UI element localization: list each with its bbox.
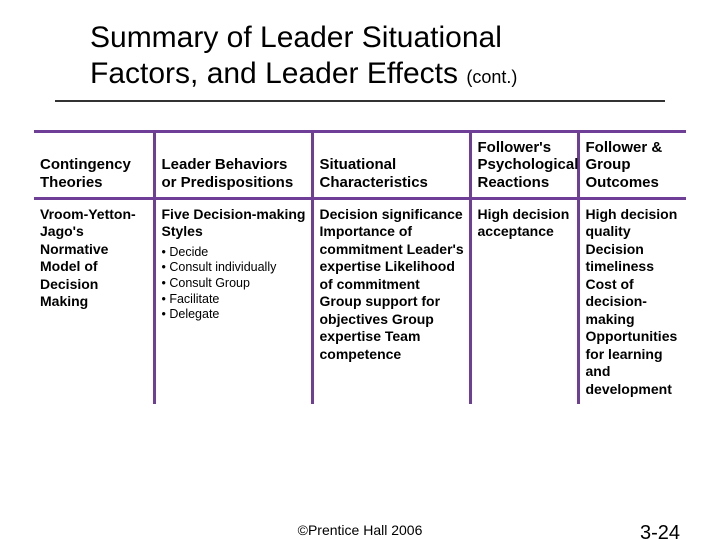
title-area: Summary of Leader Situational Factors, a… xyxy=(0,0,720,98)
title-cont: (cont.) xyxy=(466,67,517,87)
header-leader-behaviors: Leader Behaviors or Predispositions xyxy=(154,132,312,199)
cell-outcomes: High decision quality Decision timelines… xyxy=(578,198,686,404)
page-number: 3-24 xyxy=(640,522,680,540)
cell-situational-text: Decision significance Importance of comm… xyxy=(320,206,464,362)
title-underline xyxy=(55,100,665,102)
table-row: Vroom-Yetton-Jago's Normative Model of D… xyxy=(34,198,686,404)
table: Contingency Theories Leader Behaviors or… xyxy=(34,130,686,404)
header-follower-group-outcomes: Follower & Group Outcomes xyxy=(578,132,686,199)
list-item: • Decide xyxy=(162,245,307,261)
copyright-text: ©Prentice Hall 2006 xyxy=(298,522,423,538)
cell-outcomes-text: High decision quality Decision timelines… xyxy=(586,206,678,397)
title-line2: Factors, and Leader Effects xyxy=(90,57,466,90)
cell-leader-behaviors-list: • Decide • Consult individually • Consul… xyxy=(162,245,307,323)
header-follower-psychological: Follower's Psychological Reactions xyxy=(470,132,578,199)
cell-leader-behaviors: Five Decision-making Styles • Decide • C… xyxy=(154,198,312,404)
header-contingency-theories: Contingency Theories xyxy=(34,132,154,199)
table-header-row: Contingency Theories Leader Behaviors or… xyxy=(34,132,686,199)
list-item: • Facilitate xyxy=(162,292,307,308)
slide: Summary of Leader Situational Factors, a… xyxy=(0,0,720,540)
slide-title: Summary of Leader Situational Factors, a… xyxy=(90,20,680,92)
list-item: • Consult Group xyxy=(162,276,307,292)
title-line1: Summary of Leader Situational xyxy=(90,21,502,54)
header-situational-characteristics: Situational Characteristics xyxy=(312,132,470,199)
list-item: • Consult individually xyxy=(162,260,307,276)
cell-leader-behaviors-head: Five Decision-making Styles xyxy=(162,206,306,240)
list-item: • Delegate xyxy=(162,307,307,323)
cell-theory-name: Vroom-Yetton-Jago's Normative Model of D… xyxy=(34,198,154,404)
cell-psychological: High decision acceptance xyxy=(470,198,578,404)
theory-table: Contingency Theories Leader Behaviors or… xyxy=(34,130,686,404)
cell-situational: Decision significance Importance of comm… xyxy=(312,198,470,404)
